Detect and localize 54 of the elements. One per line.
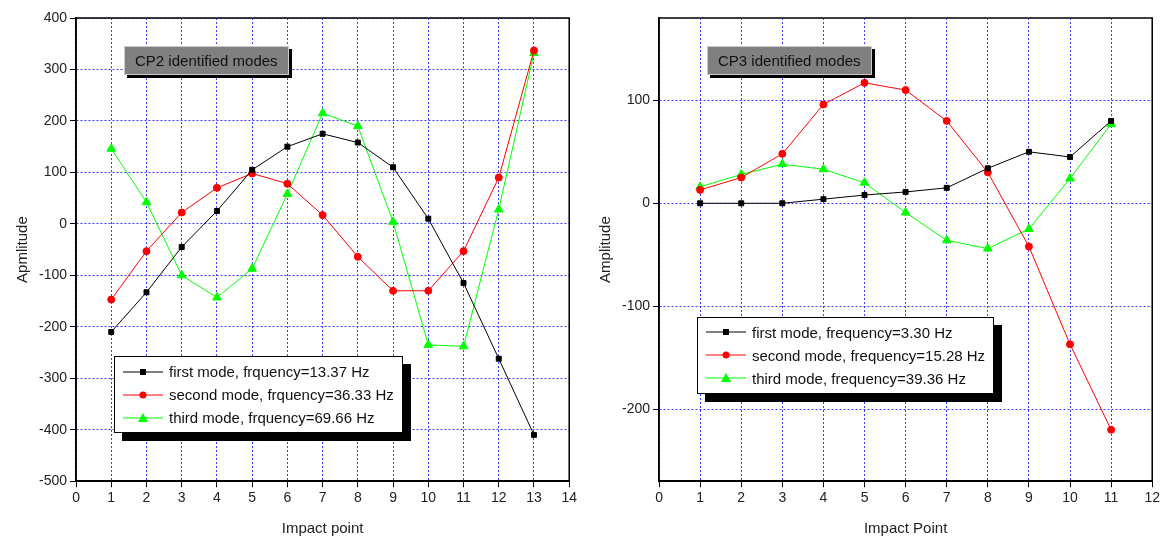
x-tick-label: 7: [318, 489, 327, 506]
y-tick-label: 100: [43, 163, 68, 180]
x-tick-label: 4: [213, 489, 222, 506]
legend-label: second mode, frequency=15.28 Hz: [752, 346, 986, 364]
x-tick-label: 5: [860, 489, 869, 506]
x-tick-label: 0: [72, 489, 81, 506]
y-axis-title: Amplitude: [596, 216, 614, 283]
x-tick-label: 11: [456, 489, 471, 506]
x-tick-label: 11: [1103, 489, 1119, 506]
x-tick-label: 14: [561, 489, 578, 506]
x-tick-label: 2: [142, 489, 151, 506]
x-tick-label: 1: [696, 489, 705, 506]
x-tick-label: 10: [1062, 489, 1079, 506]
x-tick-label: 5: [248, 489, 257, 506]
text: CP3 identified modes: [707, 46, 872, 75]
text: CP2 identified modes: [124, 46, 289, 75]
legend-label: third mode, frequency=39.36 Hz: [752, 369, 966, 387]
x-tick-label: 9: [389, 489, 398, 506]
y-tick-label: -200: [38, 317, 68, 334]
y-tick-label: -400: [38, 420, 68, 437]
y-tick-label: 0: [59, 214, 68, 231]
y-tick-label: -100: [621, 297, 651, 314]
x-tick-label: 12: [490, 489, 507, 506]
y-tick-label: -200: [621, 400, 651, 417]
x-tick-label: 10: [420, 489, 437, 506]
legend-label: first mode, frequency=3.30 Hz: [752, 323, 953, 341]
y-tick-label: 0: [642, 194, 651, 211]
y-tick-label: 200: [43, 111, 68, 128]
y-tick-label: 300: [43, 60, 68, 77]
x-tick-label: 0: [655, 489, 664, 506]
x-tick-label: 6: [901, 489, 910, 506]
x-tick-label: 12: [1144, 489, 1161, 506]
y-tick-label: 400: [43, 8, 68, 25]
legend-label: first mode, frquency=13.37 Hz: [169, 363, 370, 381]
y-tick-label: -100: [38, 266, 68, 283]
y-tick-label: 100: [626, 91, 651, 108]
x-tick-label: 8: [353, 489, 362, 506]
x-tick-label: 2: [737, 489, 746, 506]
x-tick-label: 3: [778, 489, 787, 506]
x-tick-label: 7: [942, 489, 951, 506]
y-tick-label: -500: [38, 472, 68, 489]
x-tick-label: 1: [107, 489, 116, 506]
x-tick-label: 6: [283, 489, 292, 506]
x-tick-label: 8: [983, 489, 992, 506]
x-tick-label: 3: [177, 489, 186, 506]
x-axis-title: Impact point: [281, 519, 365, 537]
y-tick-label: -300: [38, 369, 68, 386]
y-axis-title: Apmlitude: [13, 216, 31, 283]
x-tick-label: 4: [819, 489, 828, 506]
x-tick-label: 9: [1025, 489, 1034, 506]
legend-label: second mode, frquency=36.33 Hz: [169, 386, 394, 404]
legend-label: third mode, frquency=69.66 Hz: [169, 409, 375, 427]
x-axis-title: Impact Point: [863, 519, 949, 537]
x-tick-label: 13: [526, 489, 542, 506]
